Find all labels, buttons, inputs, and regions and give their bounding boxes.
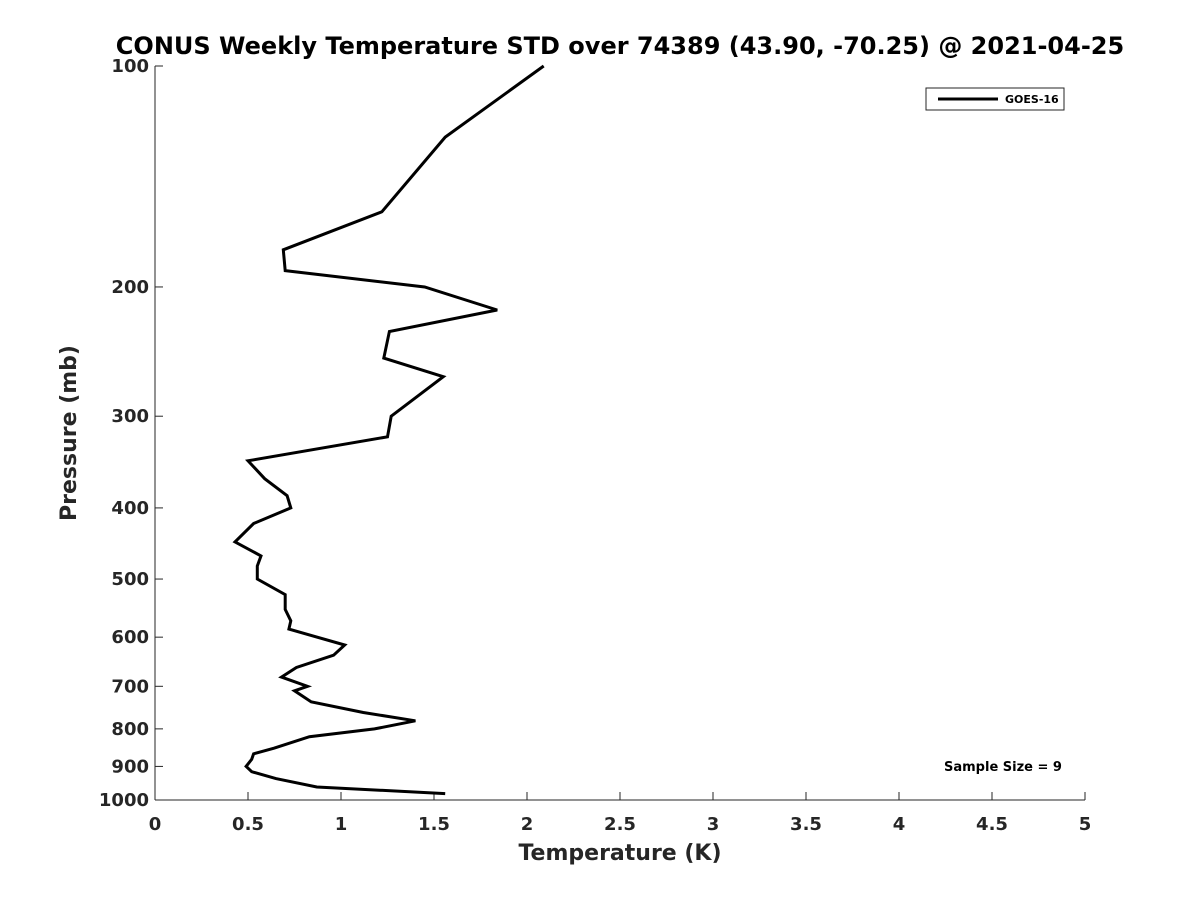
legend-label: GOES-16 [1005,93,1059,106]
chart-title: CONUS Weekly Temperature STD over 74389 … [116,32,1124,60]
x-tick-label: 4 [893,814,906,835]
x-tick-label: 0.5 [232,814,264,835]
y-tick-label: 900 [111,756,149,777]
x-axis-ticks: 0 0.5 1 1.5 2 2.5 3 3.5 4 4.5 5 [149,792,1092,835]
y-tick-label: 200 [111,277,149,298]
x-tick-label: 3 [707,814,720,835]
x-tick-label: 2 [521,814,534,835]
y-tick-label: 1000 [99,790,149,811]
y-axis-ticks: 100 200 300 400 500 600 700 800 900 1000 [99,56,163,811]
y-tick-label: 500 [111,569,149,590]
x-tick-label: 3.5 [790,814,822,835]
y-tick-label: 800 [111,719,149,740]
x-tick-label: 2.5 [604,814,636,835]
legend: GOES-16 [925,87,1065,111]
y-tick-label: 700 [111,676,149,697]
y-tick-label: 600 [111,627,149,648]
y-tick-label: 400 [111,498,149,519]
y-tick-label: 100 [111,56,149,77]
series-line-goes-16 [232,64,545,796]
sample-size-annotation: Sample Size = 9 [944,760,1062,775]
x-tick-label: 1.5 [418,814,450,835]
x-axis-label: Temperature (K) [518,841,721,866]
x-tick-label: 0 [149,814,162,835]
y-axis-label: Pressure (mb) [57,345,82,521]
x-tick-label: 1 [335,814,348,835]
series-layer [232,64,545,796]
x-tick-label: 4.5 [976,814,1008,835]
x-tick-label: 5 [1079,814,1092,835]
y-tick-label: 300 [111,406,149,427]
